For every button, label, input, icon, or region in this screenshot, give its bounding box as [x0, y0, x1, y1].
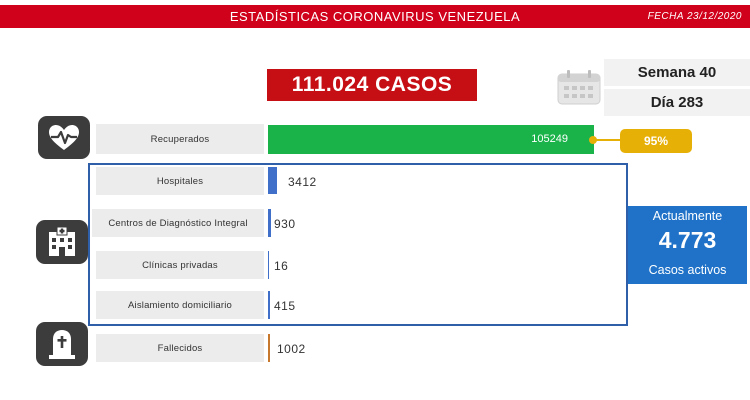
- cdi-label: Centros de Diagnóstico Integral: [92, 209, 264, 237]
- recovered-value: 105249: [531, 133, 568, 145]
- percent-connector: [594, 139, 622, 141]
- cdi-value: 930: [274, 217, 296, 231]
- recovered-label: Recuperados: [96, 124, 264, 154]
- home-isolation-bar: [268, 291, 270, 319]
- header-bar: ESTADÍSTICAS CORONAVIRUS VENEZUELA FECHA…: [0, 5, 750, 28]
- private-clinics-bar: [268, 251, 269, 279]
- home-isolation-value: 415: [274, 299, 296, 313]
- home-isolation-label: Aislamiento domiciliario: [96, 291, 264, 319]
- deceased-bar: [268, 334, 270, 362]
- tombstone-icon: [36, 322, 88, 366]
- active-cases-value: 4.773: [658, 227, 717, 253]
- active-cases-frame: [88, 163, 628, 326]
- active-cases-box: Actualmente 4.773 Casos activos: [628, 206, 747, 284]
- hospitals-bar: [268, 167, 277, 194]
- day-counter: Día 283: [604, 89, 750, 116]
- recovered-bar: [268, 125, 594, 154]
- hospitals-value: 3412: [288, 175, 317, 189]
- cdi-bar: [268, 209, 271, 237]
- private-clinics-label: Clínicas privadas: [96, 251, 264, 279]
- calendar-icon: [556, 69, 602, 105]
- page-title: ESTADÍSTICAS CORONAVIRUS VENEZUELA: [229, 9, 521, 24]
- active-cases-title: Actualmente: [652, 209, 723, 223]
- recovered-percent-badge: 95%: [620, 129, 692, 153]
- report-date: FECHA 23/12/2020: [647, 11, 742, 22]
- deceased-value: 1002: [277, 342, 306, 356]
- week-counter: Semana 40: [604, 59, 750, 86]
- hospital-building-icon: [36, 220, 88, 264]
- heart-pulse-icon: [38, 116, 90, 159]
- percent-connector-dot: [589, 136, 597, 144]
- hospitals-label: Hospitales: [96, 167, 264, 195]
- deceased-label: Fallecidos: [96, 334, 264, 362]
- active-cases-subtitle: Casos activos: [648, 263, 727, 277]
- private-clinics-value: 16: [274, 259, 289, 273]
- total-cases-badge: 111.024 CASOS: [267, 69, 477, 101]
